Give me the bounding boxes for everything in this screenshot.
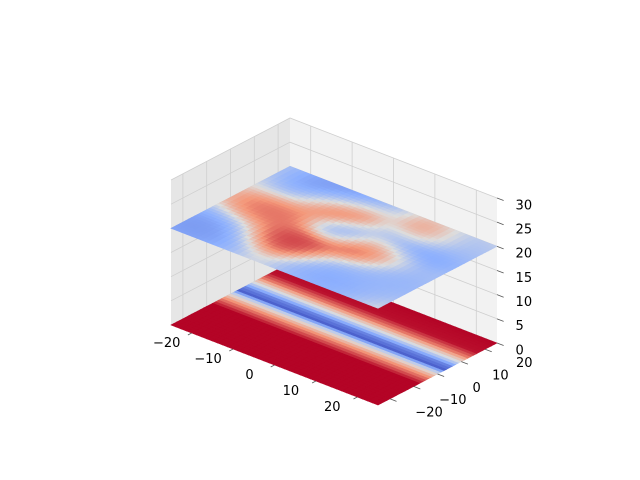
y-tick-labels: −20 −10 0 10 20 bbox=[415, 356, 532, 421]
z-tick-label: 30 bbox=[516, 198, 533, 213]
x-tick-mark bbox=[229, 348, 234, 352]
z-tick-mark bbox=[496, 342, 504, 346]
z-tick-mark bbox=[496, 270, 504, 274]
z-tick-labels: 0 5 10 15 20 25 30 bbox=[516, 198, 533, 358]
y-tick-mark bbox=[437, 373, 445, 377]
y-tick-label: −20 bbox=[415, 406, 442, 421]
x-tick-label: 0 bbox=[245, 368, 253, 383]
y-tick-mark bbox=[484, 348, 492, 353]
surface-cell bbox=[372, 401, 382, 406]
z-tick-label: 20 bbox=[516, 247, 533, 262]
z-tick-label: 25 bbox=[516, 223, 533, 238]
z-tick-label: 0 bbox=[516, 343, 524, 358]
x-tick-label: −10 bbox=[194, 352, 221, 367]
x-tick-label: 20 bbox=[324, 400, 341, 415]
x-tick-label: 10 bbox=[283, 384, 300, 399]
z-tick-mark bbox=[496, 221, 504, 226]
z-tick-mark bbox=[496, 197, 504, 201]
z-tick-mark bbox=[496, 318, 504, 322]
z-tick-label: 15 bbox=[516, 271, 533, 286]
surface-cell bbox=[372, 304, 382, 309]
z-tick-label: 5 bbox=[516, 319, 524, 334]
x-tick-labels: −20 −10 0 10 20 bbox=[153, 336, 341, 415]
y-tick-label: 20 bbox=[516, 356, 533, 371]
z-tick-mark bbox=[496, 294, 504, 298]
z-tick-mark bbox=[496, 245, 504, 250]
x-tick-mark bbox=[270, 364, 275, 368]
y-tick-label: −10 bbox=[439, 393, 466, 408]
surface-top bbox=[170, 165, 498, 309]
z-tick-label: 10 bbox=[516, 295, 533, 310]
gridline-z bbox=[170, 141, 498, 223]
y-tick-label: 0 bbox=[472, 381, 480, 396]
y-tick-mark bbox=[389, 398, 397, 402]
y-tick-mark bbox=[461, 361, 469, 365]
axis-ticks bbox=[187, 197, 504, 402]
x-tick-mark bbox=[353, 396, 358, 400]
y-tick-label: 10 bbox=[492, 368, 509, 383]
x-tick-mark bbox=[187, 332, 192, 336]
x-tick-label: −20 bbox=[153, 336, 180, 351]
gridline-z bbox=[170, 117, 498, 199]
x-tick-mark bbox=[311, 380, 317, 384]
y-tick-mark bbox=[413, 386, 421, 390]
